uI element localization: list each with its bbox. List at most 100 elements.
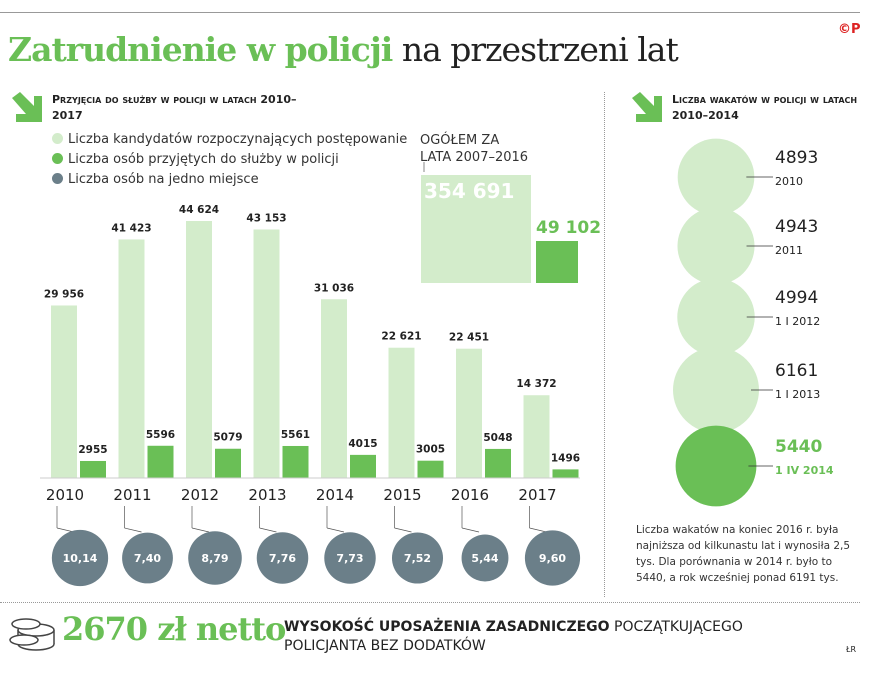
bar-label-admitted: 5596 [146, 429, 175, 441]
salary-amount: 2670 zł netto [62, 610, 286, 648]
ratio-circle [188, 531, 242, 585]
total-candidates-label: 354 691 [424, 179, 514, 203]
bar-candidates [51, 305, 77, 478]
bar-label-admitted: 5561 [281, 429, 310, 441]
vacancy-circle [677, 278, 755, 356]
bar-candidates [388, 347, 415, 478]
salary-caption: WYSOKOŚĆ UPOSAŻENIA ZASADNICZEGO POCZĄTK… [284, 619, 743, 654]
total-admitted-label: 49 102 [536, 218, 601, 238]
leader-line [529, 527, 547, 533]
bar-label-candidates: 22 621 [381, 331, 421, 343]
ratio-label: 7,76 [269, 552, 296, 565]
vacancy-circle [675, 425, 757, 507]
leader-line [259, 527, 277, 533]
bar-candidates [118, 239, 145, 478]
leader-line [461, 527, 480, 533]
ratio-circle [524, 530, 581, 586]
x-tick-label: 2015 [383, 486, 421, 504]
vacancy-date: 1 I 2013 [775, 388, 820, 401]
ratio-label: 10,14 [63, 552, 98, 565]
vacancy-circle [677, 207, 755, 285]
bar-admitted [80, 460, 106, 478]
vacancy-date: 2011 [775, 244, 803, 257]
bar-admitted [552, 469, 579, 478]
vacancy-value: 4994 [775, 288, 818, 308]
legend: Liczba kandydatów rozpoczynających postę… [52, 130, 407, 190]
vacancy-value: 4943 [775, 217, 818, 237]
divider [604, 92, 605, 597]
ratio-circle [391, 532, 444, 584]
vacancy-date: 1 IV 2014 [775, 464, 834, 477]
author: ŁR [846, 645, 857, 654]
bar-candidates [523, 395, 550, 478]
bar-label-admitted: 4015 [348, 438, 377, 450]
ratio-label: 7,73 [336, 552, 363, 565]
ratio-label: 5,44 [471, 552, 498, 565]
legend-item: Liczba osób na jedno miejsce [52, 170, 407, 190]
bar-admitted [350, 454, 376, 478]
vacancy-value: 6161 [775, 361, 818, 381]
bar-admitted [417, 460, 444, 478]
bar-label-admitted: 2955 [78, 444, 107, 456]
ratio-circle [461, 534, 509, 582]
total-heading: OGÓŁEM ZA LATA 2007–2016 [420, 133, 529, 165]
x-tick-label: 2014 [316, 486, 354, 504]
bar-label-candidates: 41 423 [111, 222, 151, 234]
bar-label-admitted: 5048 [483, 432, 512, 444]
ratio-circle [256, 532, 309, 584]
bar-label-candidates: 29 956 [44, 288, 84, 300]
ratio-circle [324, 532, 376, 584]
leader-line [394, 527, 412, 533]
bar-label-candidates: 14 372 [516, 378, 556, 390]
legend-item: Liczba kandydatów rozpoczynających postę… [52, 130, 407, 150]
vacancy-circle [673, 347, 759, 433]
legend-dot [52, 173, 63, 184]
top-rule [0, 12, 860, 13]
bar-admitted [147, 445, 174, 478]
bar-chart: 29 956 2955 2010 10,14 41 423 5596 2011 7,40 44 … [40, 162, 601, 587]
page-title: Zatrudnienie w policji na przestrzeni la… [8, 30, 679, 69]
bar-candidates [253, 229, 280, 478]
total-admitted-box [536, 241, 578, 283]
bar-label-candidates: 43 153 [246, 212, 286, 224]
bar-label-admitted: 5079 [213, 432, 242, 444]
legend-dot [52, 153, 63, 164]
divider [0, 602, 860, 603]
vacancy-circle [677, 138, 755, 216]
bar-admitted [282, 445, 309, 478]
vacancy-value: 4893 [775, 148, 818, 168]
vacancy-chart: 4893 2010 4943 2011 4994 1 I 2012 6161 1 I 2013… [673, 138, 834, 507]
ratio-circle [51, 529, 109, 587]
leader-line [191, 527, 210, 533]
bar-admitted [485, 448, 511, 478]
x-tick-label: 2017 [518, 486, 556, 504]
copyright-logo: ©P [838, 22, 861, 37]
vacancy-date: 1 I 2012 [775, 315, 820, 328]
x-tick-label: 2010 [46, 486, 84, 504]
coins-icon [9, 618, 55, 651]
total-candidates-box [421, 175, 531, 283]
bar-label-admitted: 1496 [551, 452, 580, 464]
chart-title-right: Liczba wakatów w policji w latach 2010–2… [672, 93, 858, 122]
legend-item: Liczba osób przyjętych do służby w polic… [52, 150, 407, 170]
bar-candidates [321, 299, 347, 478]
bar-label-candidates: 22 451 [449, 332, 489, 344]
ratio-label: 8,79 [201, 552, 228, 565]
x-tick-label: 2012 [181, 486, 219, 504]
vacancy-date: 2010 [775, 175, 803, 188]
note-text: Liczba wakatów na koniec 2016 r. była na… [636, 524, 851, 584]
x-tick-label: 2013 [248, 486, 286, 504]
bar-label-admitted: 3005 [416, 444, 445, 456]
vacancy-value: 5440 [775, 437, 822, 457]
arrow-down-right-icon [632, 92, 662, 122]
bar-label-candidates: 31 036 [314, 282, 354, 294]
leader-line [326, 527, 345, 533]
bar-candidates [456, 348, 482, 478]
chart-title-left: Przyjęcia do służby w policji w latach 2… [52, 93, 297, 122]
ratio-label: 7,52 [404, 552, 431, 565]
bar-label-candidates: 44 624 [179, 204, 219, 216]
legend-dot [52, 133, 63, 144]
x-tick-label: 2016 [451, 486, 489, 504]
bar-admitted [215, 448, 241, 478]
leader-line [124, 527, 142, 533]
